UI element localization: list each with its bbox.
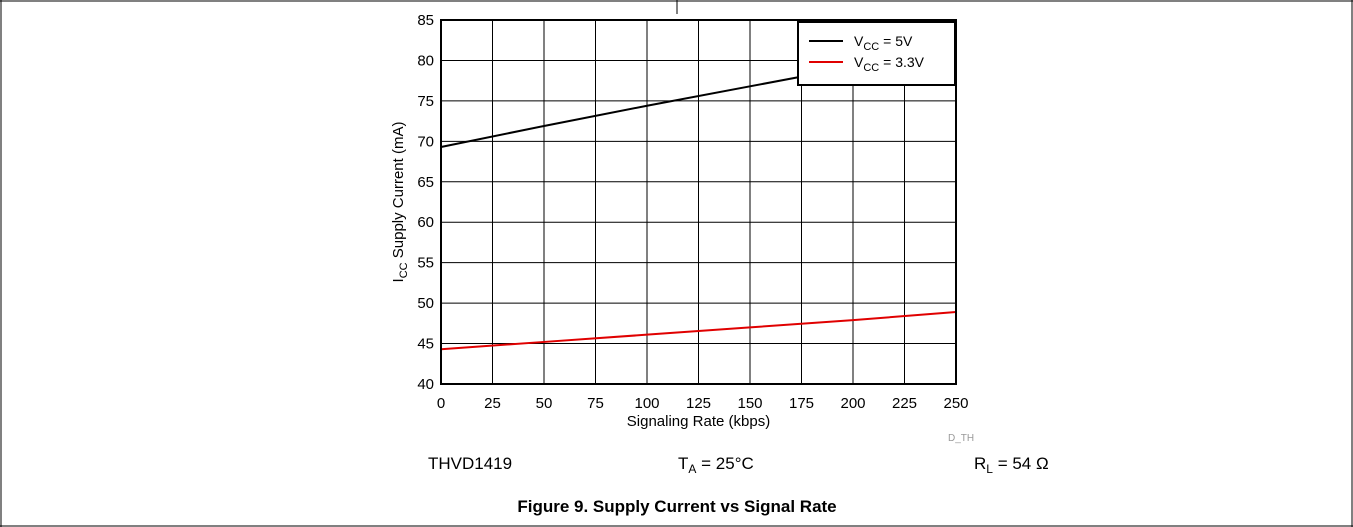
- x-tick-label: 25: [484, 395, 501, 412]
- y-axis-label: ICC Supply Current (mA): [390, 122, 410, 283]
- plot-area: 0 25 50 75 100 125 150 175 200 225 250 40 45 50 55 60 65…: [390, 12, 969, 430]
- x-tick-label: 75: [587, 395, 604, 412]
- series-line-0: [440, 75, 802, 148]
- device-label: THVD1419: [428, 454, 512, 473]
- y-tick-label: 45: [417, 336, 434, 353]
- x-tick-label: 125: [686, 395, 711, 412]
- load-label: RL = 54 Ω: [974, 454, 1049, 476]
- temperature-label: TA = 25°C: [678, 454, 754, 476]
- watermark-label: D_TH: [948, 433, 974, 444]
- x-tick-label: 100: [634, 395, 659, 412]
- legend-label-1: VCC = 3.3V: [854, 54, 925, 74]
- y-tick-label: 55: [417, 255, 434, 272]
- legend-box: [797, 21, 956, 86]
- x-axis-label: Signaling Rate (kbps): [627, 413, 770, 430]
- x-tick-label: 200: [840, 395, 865, 412]
- x-tick-label: 50: [536, 395, 553, 412]
- figure-caption: Figure 9. Supply Current vs Signal Rate: [517, 497, 836, 516]
- y-tick-label: 50: [417, 295, 434, 312]
- x-tick-label: 150: [737, 395, 762, 412]
- x-tick-label: 175: [789, 395, 814, 412]
- y-tick-label: 70: [417, 133, 434, 150]
- y-tick-label: 40: [417, 376, 434, 393]
- y-tick-label: 80: [417, 52, 434, 69]
- legend-label-0: VCC = 5V: [854, 33, 913, 53]
- x-tick-label: 225: [892, 395, 917, 412]
- x-tick-label: 250: [943, 395, 968, 412]
- y-tick-label: 75: [417, 93, 434, 110]
- plot-border: [440, 19, 957, 385]
- y-tick-label: 65: [417, 174, 434, 191]
- x-tick-label: 0: [437, 395, 445, 412]
- series-line-1: [440, 311, 957, 351]
- y-tick-label: 60: [417, 214, 434, 231]
- y-tick-label: 85: [417, 12, 434, 29]
